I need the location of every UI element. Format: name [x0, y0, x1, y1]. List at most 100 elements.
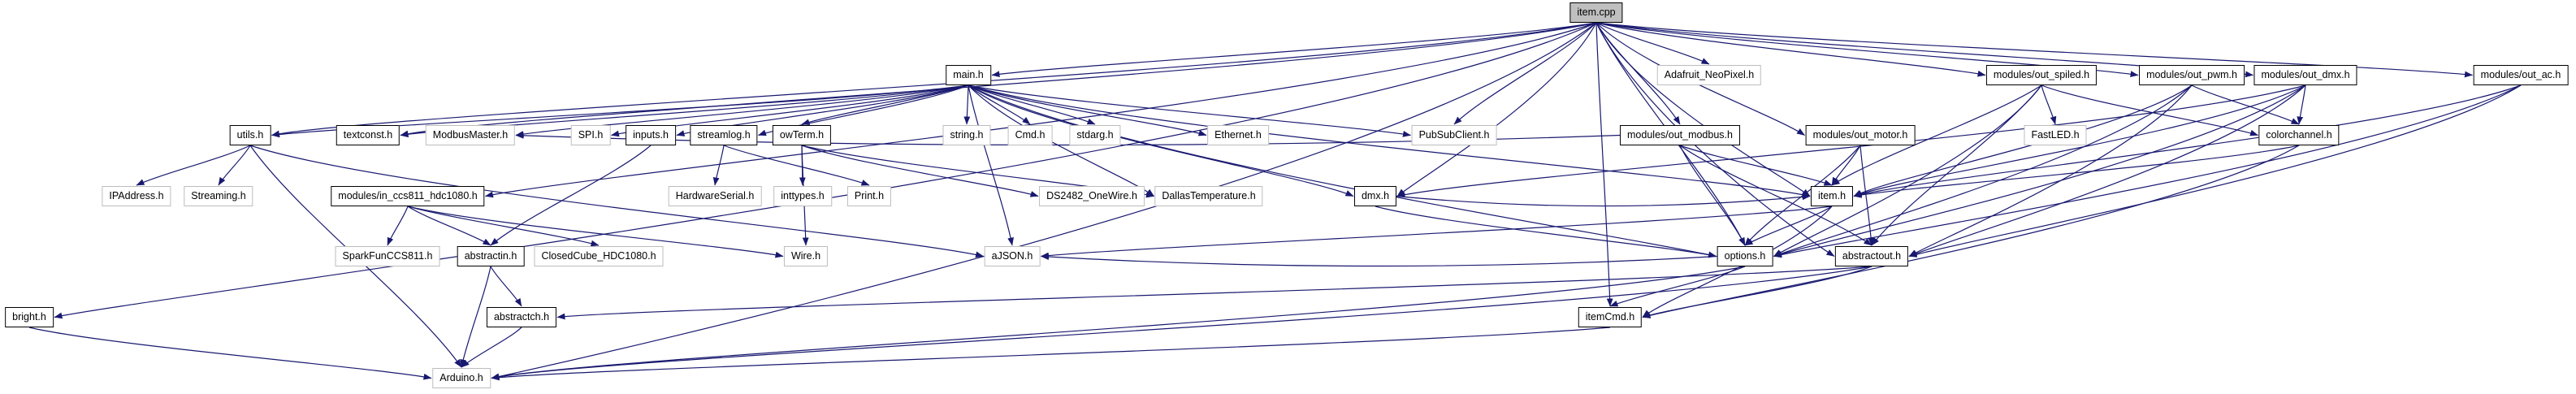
node-spi-h[interactable]: SPI.h	[570, 125, 611, 145]
edge-node-options-h-to-node-arduino-h	[491, 266, 1746, 380]
node-inputs-h[interactable]: inputs.h	[626, 125, 676, 145]
node-ethernet-h[interactable]: Ethernet.h	[1207, 125, 1269, 145]
edge-node-modules-out-ac-h-to-node-options-h	[1773, 84, 2522, 258]
node-modules-out-ac-h[interactable]: modules/out_ac.h	[2473, 65, 2569, 85]
edge-node-bright-h-to-node-arduino-h	[28, 327, 432, 380]
edge-node-item-cpp-to-node-modules-out-ac-h	[1595, 22, 2473, 78]
node-abstractin-h[interactable]: abstractin.h	[457, 246, 525, 266]
node-modules-out-dmx-h[interactable]: modules/out_dmx.h	[2253, 65, 2357, 85]
node-utils-h[interactable]: utils.h	[229, 125, 271, 145]
edge-node-main-h-to-node-owterm-h	[801, 84, 969, 125]
edge-node-item-cpp-to-node-modules-out-motor-h	[1595, 22, 1805, 136]
edge-node-modules-in-ccs811-hdc1080-h-to-node-closedcube-hdc1080-h	[407, 206, 600, 247]
edge-node-item-h-to-node-options-h	[1744, 206, 1833, 246]
edge-node-modules-out-pwm-h-to-node-item-h	[1853, 84, 2193, 197]
node-textconst-h[interactable]: textconst.h	[336, 125, 400, 145]
edge-node-modules-in-ccs811-hdc1080-h-to-node-abstractin-h	[407, 206, 491, 246]
node-string-h[interactable]: string.h	[942, 125, 991, 145]
edge-node-modules-out-motor-h-to-node-item-h	[1831, 145, 1861, 186]
edge-node-utils-h-to-node-ipaddress-h	[136, 145, 251, 186]
node-hardwareserial-h[interactable]: HardwareSerial.h	[668, 186, 762, 206]
edge-node-modules-out-dmx-h-to-node-item-h	[1853, 84, 2306, 197]
edge-node-dmx-h-to-node-options-h	[1375, 206, 1717, 258]
edge-node-main-h-to-node-pubsubclient-h	[968, 84, 1411, 137]
edge-node-modules-out-ac-h-to-node-abstractout-h	[1908, 84, 2522, 258]
node-fastled-h[interactable]: FastLED.h	[2024, 125, 2087, 145]
edge-node-item-cpp-to-node-item-h	[1595, 22, 1811, 197]
node-modules-out-motor-h[interactable]: modules/out_motor.h	[1805, 125, 1916, 145]
edge-node-abstractin-h-to-node-abstractch-h	[490, 266, 522, 307]
node-wire-h[interactable]: Wire.h	[783, 246, 829, 266]
edge-node-modules-out-pwm-h-to-node-colorchannel-h	[2191, 84, 2300, 125]
edge-node-abstractout-h-to-node-abstractch-h	[556, 266, 1872, 320]
edge-node-item-cpp-to-node-main-h	[991, 22, 1597, 78]
node-ajson-h[interactable]: aJSON.h	[984, 246, 1041, 266]
node-options-h[interactable]: options.h	[1717, 246, 1773, 266]
edge-node-main-h-to-node-utils-h	[271, 84, 969, 138]
edge-node-modules-out-modbus-h-to-node-options-h	[1679, 145, 1746, 246]
edge-node-utils-h-to-node-streaming-h	[218, 145, 251, 186]
edge-node-modules-out-dmx-h-to-node-dmx-h	[1396, 84, 2306, 198]
edge-node-main-h-to-node-ajson-h	[968, 84, 1014, 246]
node-item-cpp[interactable]: item.cpp	[1569, 2, 1623, 23]
edge-node-modules-out-spiled-h-to-node-fastled-h	[2041, 84, 2057, 125]
edge-node-streamlog-h-to-node-hardwareserial-h	[712, 145, 725, 186]
node-stdarg-h[interactable]: stdarg.h	[1069, 125, 1121, 145]
edge-node-item-cpp-to-node-modules-in-ccs811-hdc1080-h	[485, 22, 1597, 198]
edge-node-main-h-to-node-dallastemperature-h	[968, 84, 1154, 197]
node-cmd-h[interactable]: Cmd.h	[1007, 125, 1053, 145]
node-dmx-h[interactable]: dmx.h	[1353, 186, 1397, 206]
node-bright-h[interactable]: bright.h	[5, 307, 54, 327]
node-dallastemperature-h[interactable]: DallasTemperature.h	[1154, 186, 1263, 206]
node-itemcmd-h[interactable]: itemCmd.h	[1578, 307, 1643, 327]
node-print-h[interactable]: Print.h	[846, 186, 892, 206]
edge-node-modules-out-spiled-h-to-node-options-h	[1773, 84, 2042, 258]
node-modules-out-modbus-h[interactable]: modules/out_modbus.h	[1620, 125, 1740, 145]
edge-node-options-h-to-node-itemcmd-h	[1609, 266, 1746, 307]
edge-node-item-cpp-to-node-textconst-h	[400, 22, 1597, 137]
edge-node-item-cpp-to-node-bright-h	[54, 22, 1597, 319]
node-colorchannel-h[interactable]: colorchannel.h	[2258, 125, 2340, 145]
node-modules-in-ccs811-hdc1080-h[interactable]: modules/in_ccs811_hdc1080.h	[331, 186, 485, 206]
edge-node-main-h-to-node-string-h	[963, 84, 971, 125]
edge-node-colorchannel-h-to-node-itemcmd-h	[1642, 145, 2300, 318]
edge-node-itemcmd-h-to-node-arduino-h	[491, 327, 1611, 381]
edge-node-utils-h-to-node-ajson-h	[249, 145, 984, 258]
node-modules-out-spiled-h[interactable]: modules/out_spiled.h	[1985, 65, 2098, 85]
edge-node-main-h-to-node-cmd-h	[968, 84, 1031, 125]
node-owterm-h[interactable]: owTerm.h	[772, 125, 832, 145]
edge-node-modules-out-modbus-h-to-node-abstractout-h	[1679, 145, 1872, 246]
node-adafruit-neopixel-h[interactable]: Adafruit_NeoPixel.h	[1656, 65, 1762, 85]
node-streamlog-h[interactable]: streamlog.h	[690, 125, 758, 145]
node-streaming-h[interactable]: Streaming.h	[184, 186, 253, 206]
node-inttypes-h[interactable]: inttypes.h	[773, 186, 832, 206]
node-ipaddress-h[interactable]: IPAddress.h	[102, 186, 171, 206]
node-abstractch-h[interactable]: abstractch.h	[486, 307, 557, 327]
edge-node-item-cpp-to-node-itemcmd-h	[1595, 22, 1613, 307]
node-modules-out-pwm-h[interactable]: modules/out_pwm.h	[2139, 65, 2245, 85]
edge-node-modules-out-dmx-h-to-node-options-h	[1773, 84, 2306, 258]
edge-node-owterm-h-to-node-ds2482-onewire-h	[801, 145, 1039, 197]
node-item-h[interactable]: item.h	[1810, 186, 1854, 206]
edge-node-modules-in-ccs811-hdc1080-h-to-node-sparkfunccs811-h	[387, 206, 409, 246]
edge-node-colorchannel-h-to-node-item-h	[1853, 145, 2300, 198]
edge-node-abstractout-h-to-node-arduino-h	[491, 266, 1872, 380]
edge-node-item-cpp-to-node-modules-out-spiled-h	[1595, 22, 1986, 77]
edge-node-modules-out-pwm-h-to-node-abstractout-h	[1908, 84, 2193, 258]
node-ds2482-onewire-h[interactable]: DS2482_OneWire.h	[1039, 186, 1145, 206]
node-pubsubclient-h[interactable]: PubSubClient.h	[1411, 125, 1497, 145]
edge-node-main-h-to-node-stdarg-h	[968, 84, 1096, 125]
node-abstractout-h[interactable]: abstractout.h	[1834, 246, 1909, 266]
node-modbusmaster-h[interactable]: ModbusMaster.h	[425, 125, 516, 145]
edge-node-modules-out-pwm-h-to-node-options-h	[1773, 84, 2193, 258]
edge-node-abstractin-h-to-node-arduino-h	[460, 266, 491, 368]
edge-node-modules-out-spiled-h-to-node-item-h	[1831, 84, 2042, 186]
edge-node-dmx-h-to-node-item-h	[1396, 193, 1811, 207]
node-closedcube-hdc1080-h[interactable]: ClosedCube_HDC1080.h	[534, 246, 664, 266]
edge-node-abstractout-h-to-node-itemcmd-h	[1642, 266, 1872, 318]
node-sparkfunccs811-h[interactable]: SparkFunCCS811.h	[335, 246, 440, 266]
edge-node-modules-out-dmx-h-to-node-colorchannel-h	[2297, 84, 2306, 125]
node-main-h[interactable]: main.h	[946, 65, 991, 85]
node-arduino-h[interactable]: Arduino.h	[432, 368, 491, 388]
